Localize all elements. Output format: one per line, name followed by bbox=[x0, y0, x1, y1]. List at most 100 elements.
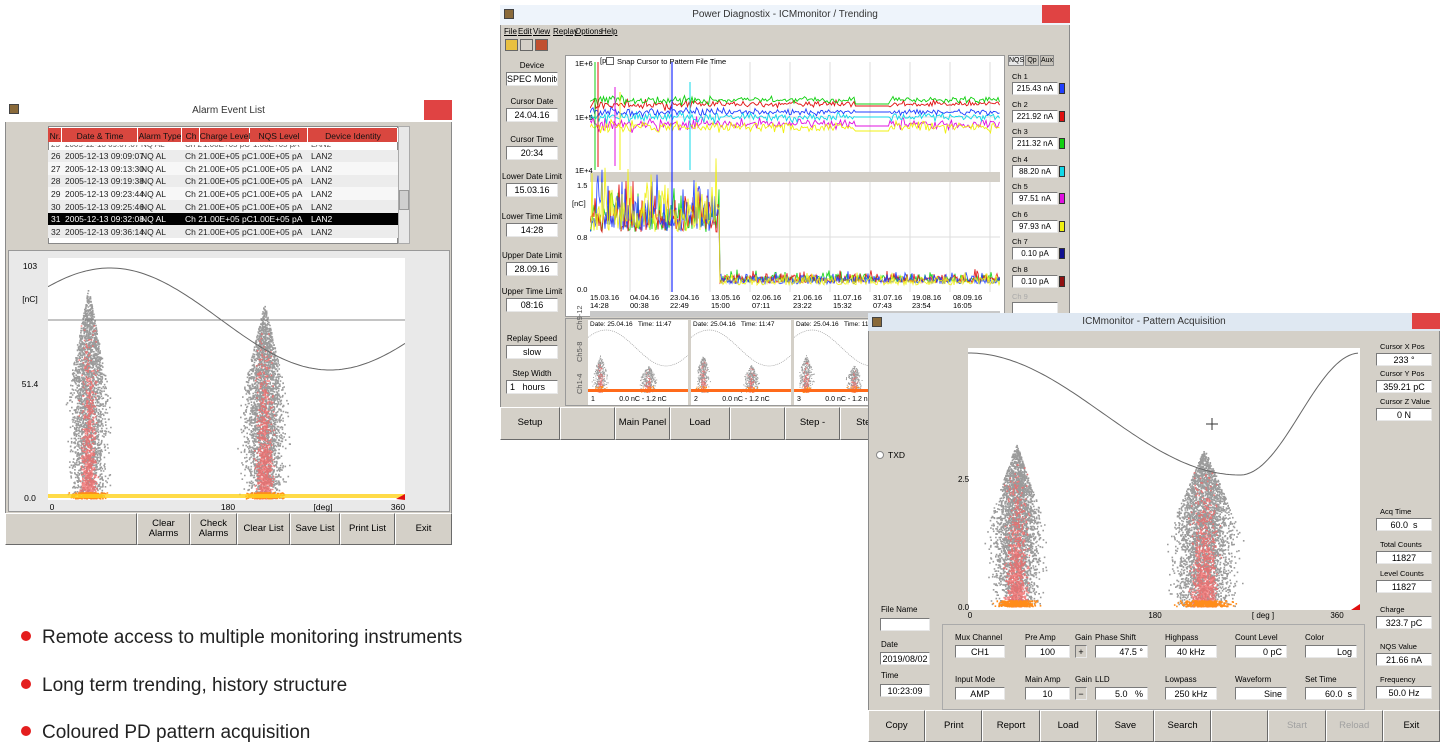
table-cell: 26 bbox=[51, 151, 61, 162]
menu-item[interactable]: Edit bbox=[518, 27, 532, 36]
group-tab[interactable]: Ch9-12 bbox=[575, 305, 584, 330]
channel-label: Ch 6 bbox=[1012, 209, 1028, 219]
tab[interactable]: NQS bbox=[1008, 55, 1025, 66]
table-cell: 1.00E+05 pC bbox=[203, 163, 253, 174]
table-cell: NQ AL bbox=[141, 214, 167, 225]
button[interactable]: Load bbox=[1039, 710, 1097, 742]
group-tab[interactable]: Ch1-4 bbox=[575, 373, 584, 394]
tab[interactable]: Qp bbox=[1025, 55, 1039, 66]
table-row[interactable] bbox=[48, 212, 398, 226]
radio[interactable] bbox=[876, 451, 884, 459]
close-button[interactable] bbox=[1042, 5, 1070, 23]
tab[interactable]: Aux bbox=[1040, 55, 1054, 66]
channel-label: Ch 5 bbox=[1012, 182, 1028, 191]
button[interactable]: Reload bbox=[1325, 710, 1383, 742]
table-cell: NQ AL bbox=[141, 151, 167, 162]
button[interactable]: Copy bbox=[868, 710, 926, 742]
table-cell: 1.00E+05 pA bbox=[253, 188, 303, 199]
parameter-label: Mux Channel bbox=[955, 633, 1003, 642]
button[interactable]: Load bbox=[670, 407, 730, 440]
bullet-dot bbox=[21, 726, 31, 736]
button[interactable]: Search bbox=[1154, 710, 1212, 742]
parameter-label: Highpass bbox=[1165, 633, 1199, 642]
field-value: 21.66 nA bbox=[1376, 653, 1432, 666]
button[interactable]: Exit bbox=[395, 513, 452, 545]
table-cell: Ch 2 bbox=[185, 201, 203, 212]
field-value: 28.09.16 bbox=[506, 262, 558, 276]
x-axis-label: [ deg ] bbox=[1251, 611, 1275, 620]
button[interactable]: Check Alarms bbox=[190, 513, 237, 545]
button[interactable]: Main Panel bbox=[615, 407, 670, 440]
button[interactable]: Setup bbox=[500, 407, 560, 440]
button[interactable]: Save bbox=[1096, 710, 1154, 742]
toolbar-icon[interactable] bbox=[505, 39, 518, 51]
button[interactable]: Clear List bbox=[237, 513, 290, 545]
close-button[interactable] bbox=[424, 100, 452, 120]
menu-item[interactable]: Options bbox=[575, 27, 603, 36]
scatter-core bbox=[644, 369, 653, 393]
checkbox[interactable] bbox=[606, 57, 614, 65]
y-axis-label: [nC] bbox=[572, 199, 586, 208]
table-row[interactable] bbox=[48, 149, 398, 163]
x-axis-label: 21.06.16 bbox=[793, 293, 823, 302]
menu-item[interactable]: Replay bbox=[553, 27, 578, 36]
sine-reference bbox=[691, 329, 791, 367]
thumbnail-pattern bbox=[691, 320, 791, 405]
field-label: Cursor Time bbox=[510, 135, 554, 144]
column-header-cell bbox=[182, 128, 200, 142]
sine-reference bbox=[48, 267, 405, 371]
channel-swatch bbox=[1059, 83, 1065, 94]
parameter-value[interactable]: + bbox=[1075, 645, 1087, 658]
field-value: 10:23:09 bbox=[880, 684, 930, 697]
column-header-cell bbox=[308, 128, 398, 142]
toolbar-icon[interactable] bbox=[520, 39, 533, 51]
channel-value: 215.43 nA bbox=[1012, 82, 1058, 95]
parameter-value[interactable]: − bbox=[1075, 687, 1087, 700]
x-axis-label: 360 bbox=[390, 502, 406, 512]
button[interactable]: Step - bbox=[785, 407, 840, 440]
field-value: 0 N bbox=[1376, 408, 1432, 421]
menu-item[interactable]: File bbox=[504, 27, 517, 36]
table-cell: NQ AL bbox=[141, 145, 165, 149]
menu-item[interactable]: View bbox=[533, 27, 551, 36]
channel-label: Ch 1 bbox=[1012, 72, 1028, 81]
channel-swatch bbox=[1059, 193, 1065, 204]
field-label: Charge bbox=[1380, 605, 1405, 614]
table-row[interactable] bbox=[48, 162, 398, 175]
close-button[interactable] bbox=[1412, 313, 1440, 329]
toolbar-icon[interactable] bbox=[535, 39, 548, 51]
button[interactable]: Report bbox=[982, 710, 1040, 742]
base-band bbox=[48, 494, 405, 498]
button[interactable]: Print List bbox=[340, 513, 395, 545]
table-row[interactable] bbox=[48, 225, 398, 238]
menu-item[interactable]: Help bbox=[601, 27, 618, 36]
table-row[interactable] bbox=[48, 187, 398, 200]
field-label: Upper Time Limit bbox=[501, 287, 563, 296]
table-cell: 1.00E+05 pC bbox=[203, 145, 250, 149]
table-cell: NQ AL bbox=[141, 226, 167, 237]
button[interactable]: Save List bbox=[290, 513, 340, 545]
table-cell: 32 bbox=[51, 226, 61, 237]
table-cell: LAN2 bbox=[311, 201, 333, 212]
channel-label: Ch 9 bbox=[1012, 292, 1028, 301]
thumbnail-header: Date: 25.04.16 Time: 11:47 bbox=[693, 321, 775, 328]
button[interactable]: Print bbox=[925, 710, 983, 742]
button[interactable]: Exit bbox=[1382, 710, 1440, 742]
scatter-core bbox=[253, 333, 276, 500]
pattern-plot bbox=[968, 348, 1360, 610]
table-cell: Ch 2 bbox=[185, 226, 203, 237]
field-value: 60.0 s bbox=[1376, 518, 1432, 531]
button[interactable]: Clear Alarms bbox=[137, 513, 190, 545]
button[interactable]: Start bbox=[1268, 710, 1326, 742]
bullet-text: Remote access to multiple monitoring ins… bbox=[42, 627, 463, 648]
trend-line-charge bbox=[590, 158, 1000, 287]
channel-swatch bbox=[1059, 138, 1065, 149]
field-label: Date bbox=[881, 640, 898, 649]
x-axis-label: [deg] bbox=[313, 502, 333, 512]
table-row[interactable] bbox=[48, 174, 398, 188]
table-row[interactable] bbox=[48, 200, 398, 213]
field-label: Time bbox=[881, 671, 899, 680]
group-tab[interactable]: Ch5-8 bbox=[575, 341, 584, 362]
x-axis-label: 15:00 bbox=[711, 301, 730, 310]
x-axis-label: 14:28 bbox=[590, 301, 609, 310]
